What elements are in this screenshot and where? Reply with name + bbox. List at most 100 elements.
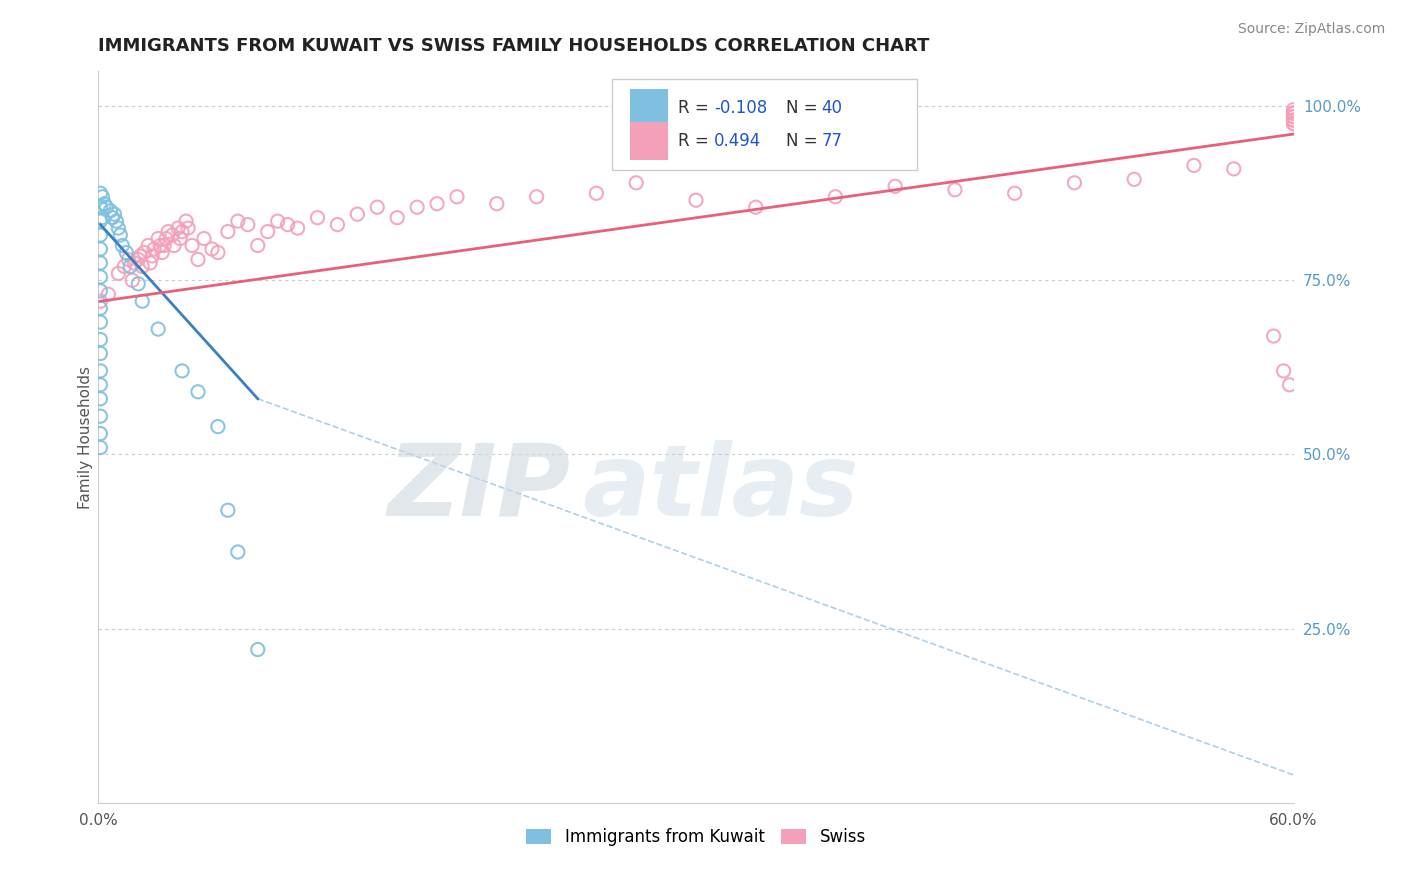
Point [96,200,118,214]
Point [127,277,149,291]
Point [89,364,111,378]
Point [89,284,111,298]
Point [143,242,166,256]
Point [93,196,115,211]
Point [485,196,508,211]
Point [155,231,177,245]
Point [943,183,966,197]
Point [91,190,114,204]
Point [129,249,152,263]
Point [745,200,768,214]
Point [1282,117,1305,131]
Point [307,211,329,225]
Point [89,315,111,329]
Point [89,242,111,256]
Point [105,214,128,228]
Text: atlas: atlas [582,440,859,537]
Point [226,545,249,559]
Point [246,642,269,657]
Point [187,252,209,267]
Point [1282,113,1305,128]
Point [111,238,134,252]
Text: R =: R = [678,99,714,117]
Point [287,221,309,235]
Point [103,207,125,221]
Point [385,211,409,225]
FancyBboxPatch shape [613,78,917,170]
Point [124,256,146,270]
Point [181,238,204,252]
Point [98,203,122,218]
Text: 77: 77 [821,132,842,150]
Point [107,266,129,280]
Point [326,218,349,232]
Point [89,294,111,309]
Point [172,225,194,239]
Point [267,214,290,228]
Point [89,409,111,424]
Point [824,190,846,204]
Point [626,176,648,190]
Point [89,392,111,406]
Point [226,214,249,228]
Point [217,503,239,517]
Point [207,245,229,260]
Text: -0.108: -0.108 [714,99,768,117]
Point [89,426,111,441]
Point [1123,172,1146,186]
Point [101,211,124,225]
Point [153,238,176,252]
Point [121,273,143,287]
Point [115,245,138,260]
Point [426,196,449,211]
Point [141,249,163,263]
Point [201,242,224,256]
Point [366,200,388,214]
Point [207,419,229,434]
Point [174,214,197,228]
Point [346,207,368,221]
Point [1282,106,1305,120]
Point [884,179,907,194]
Point [1282,106,1305,120]
Point [217,225,239,239]
Point [1063,176,1085,190]
Point [256,225,278,239]
Point [89,200,111,214]
Text: ZIP: ZIP [388,440,571,537]
Point [163,238,186,252]
Point [97,287,120,301]
Point [107,221,129,235]
Point [1282,106,1305,120]
Text: Source: ZipAtlas.com: Source: ZipAtlas.com [1237,22,1385,37]
Point [1282,110,1305,124]
Point [89,269,111,284]
Point [446,190,468,204]
Point [89,346,111,360]
Text: IMMIGRANTS FROM KUWAIT VS SWISS FAMILY HOUSEHOLDS CORRELATION CHART: IMMIGRANTS FROM KUWAIT VS SWISS FAMILY H… [98,37,929,54]
Point [236,218,259,232]
Point [172,364,194,378]
Point [139,256,162,270]
Point [685,193,707,207]
Point [1263,329,1285,343]
Point [89,301,111,316]
Point [89,441,111,455]
Text: 40: 40 [821,99,842,117]
Y-axis label: Family Households: Family Households [77,366,93,508]
Point [1004,186,1026,201]
Point [131,260,153,274]
Point [187,384,209,399]
Point [89,228,111,243]
Point [1182,158,1205,172]
Point [117,252,139,267]
Point [131,294,153,309]
Point [169,231,191,245]
Point [1272,364,1295,378]
Point [193,231,215,245]
Point [110,228,132,243]
Point [1223,161,1246,176]
Text: N =: N = [786,99,823,117]
Point [1282,103,1305,117]
Point [89,377,111,392]
